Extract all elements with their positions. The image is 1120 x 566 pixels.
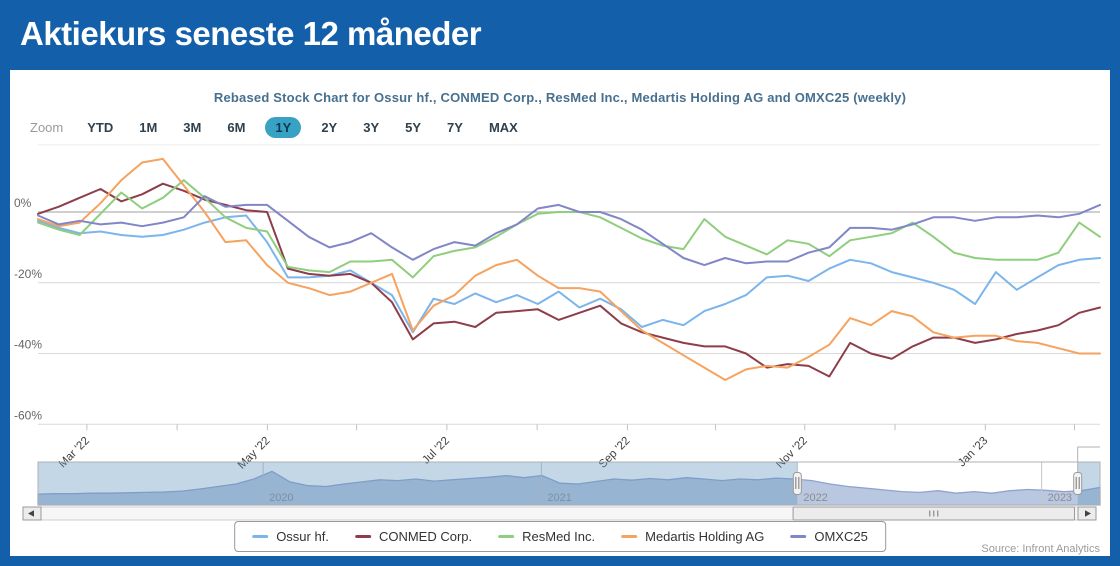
range-button-3m[interactable]: 3M	[183, 120, 202, 135]
series-line-resmed-inc	[37, 179, 1101, 279]
legend-item-conmed-corp[interactable]: CONMED Corp.	[354, 529, 473, 544]
legend-item-label: Ossur hf.	[276, 529, 329, 544]
chart-panel: Rebased Stock Chart for Ossur hf., CONME…	[10, 70, 1110, 556]
range-button-1y[interactable]: 1Y	[265, 117, 302, 138]
legend-item-resmed-inc[interactable]: ResMed Inc.	[498, 529, 595, 544]
zoom-label: Zoom	[30, 120, 64, 135]
x-axis-label: Jan '23	[956, 435, 990, 469]
legend-item-label: OMXC25	[814, 529, 868, 544]
range-button-2y[interactable]: 2Y	[321, 120, 338, 135]
navigator-area-series[interactable]	[37, 470, 1101, 506]
legend-item-label: Medartis Holding AG	[645, 529, 765, 544]
range-button-5y[interactable]: 5Y	[405, 120, 422, 135]
range-button-1m[interactable]: 1M	[139, 120, 158, 135]
series-line-ossur-hf	[37, 214, 1101, 334]
y-axis-label: 0%	[14, 196, 32, 210]
chart-title: Rebased Stock Chart for Ossur hf., CONME…	[213, 90, 907, 105]
y-axis-label: -60%	[14, 408, 42, 422]
legend-item-omxc25[interactable]: OMXC25	[790, 529, 868, 544]
series-line-omxc25	[37, 195, 1101, 267]
legend-line-marker-icon	[621, 535, 638, 538]
stock-chart: 0%-20%-40%-60%Mar '22 May '22 Jul '22 Sep '…	[14, 144, 1101, 521]
range-button-ytd[interactable]: YTD	[87, 120, 114, 135]
range-button-3y[interactable]: 3Y	[363, 120, 380, 135]
navigator-outline-stub	[1077, 446, 1100, 474]
navigator-year-label: 2023	[1048, 492, 1072, 504]
range-buttons: YTD 1M 3M 6M 1Y 2Y 3Y 5Y 7Y MAX	[81, 117, 538, 138]
scroll-left-arrow-icon	[28, 510, 34, 517]
page-header: Aktiekurs seneste 12 måneder	[0, 0, 1120, 70]
scroll-right-arrow-icon	[1085, 510, 1091, 517]
legend-item-ossur-hf[interactable]: Ossur hf.	[252, 529, 329, 544]
navigator-year-label: 2022	[803, 492, 827, 504]
navigator-outline	[37, 461, 1101, 506]
legend-item-medartis-holding-ag[interactable]: Medartis Holding AG	[621, 529, 764, 544]
navigator-handle-left[interactable]	[792, 472, 802, 495]
y-axis-label: -20%	[14, 267, 42, 281]
navigator-year-label: 2021	[547, 492, 571, 504]
legend-line-marker-icon	[498, 535, 515, 538]
legend-line-marker-icon	[252, 535, 269, 538]
navigator-year-label: 2020	[269, 492, 293, 504]
legend-line-marker-icon	[354, 535, 371, 538]
page-title: Aktiekurs seneste 12 måneder	[20, 15, 482, 52]
range-button-6m[interactable]: 6M	[227, 120, 246, 135]
legend-line-marker-icon	[790, 535, 807, 538]
navigator-mask-right[interactable]	[1077, 462, 1100, 505]
chart-legend: Ossur hf. CONMED Corp. ResMed Inc. Medartis…	[234, 521, 886, 552]
legend-item-label: ResMed Inc.	[522, 529, 596, 544]
range-button-max[interactable]: MAX	[488, 120, 518, 135]
range-button-7y[interactable]: 7Y	[447, 120, 463, 135]
range-selector: Zoom YTD 1M 3M 6M 1Y 2Y 3Y 5Y 7Y MAX	[30, 117, 538, 138]
legend-item-label: CONMED Corp.	[378, 529, 473, 544]
navigator-handle-right[interactable]	[1073, 472, 1083, 495]
source-credit: Source: Infront Analytics	[981, 543, 1100, 555]
y-axis-label: -40%	[14, 338, 42, 352]
navigator-mask-left[interactable]	[38, 462, 798, 505]
series-line-medartis-holding-ag	[37, 157, 1101, 381]
